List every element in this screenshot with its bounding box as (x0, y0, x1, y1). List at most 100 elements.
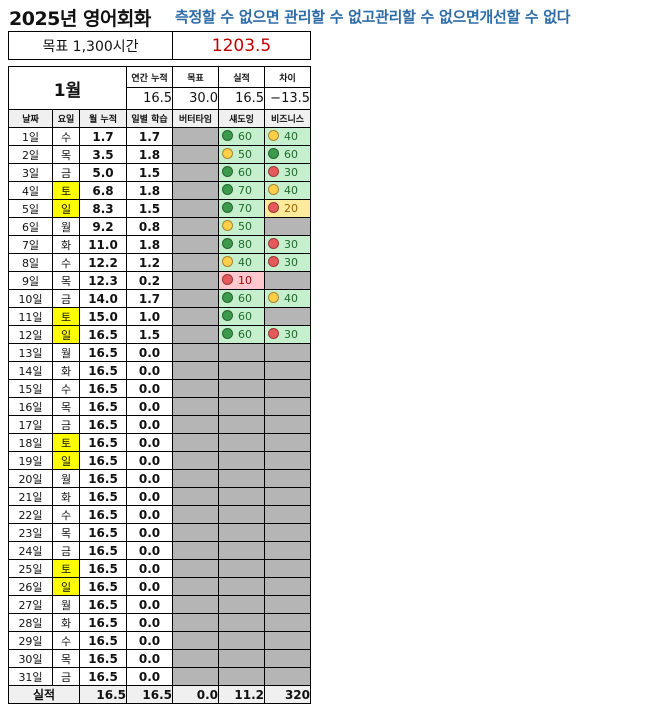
daily-cell[interactable]: 1.2 (126, 253, 174, 272)
day-cell[interactable]: 화 (52, 613, 80, 632)
butter-cell[interactable] (172, 199, 220, 218)
butter-cell[interactable] (172, 613, 220, 632)
shadowing-cell[interactable] (218, 631, 266, 650)
shadowing-cell[interactable]: 70 (218, 199, 266, 218)
daily-cell[interactable]: 0.0 (126, 613, 174, 632)
shadowing-cell[interactable] (218, 451, 266, 470)
business-cell[interactable] (264, 451, 312, 470)
business-cell[interactable] (264, 595, 312, 614)
business-cell[interactable] (264, 343, 312, 362)
date-cell[interactable]: 21일 (8, 487, 53, 506)
shadowing-cell[interactable] (218, 487, 266, 506)
monthly-cum-cell[interactable]: 6.8 (78, 181, 128, 200)
date-cell[interactable]: 5일 (8, 199, 53, 218)
shadowing-cell[interactable] (218, 523, 266, 542)
butter-cell[interactable] (172, 289, 220, 308)
date-cell[interactable]: 26일 (8, 577, 53, 596)
daily-cell[interactable]: 0.8 (126, 217, 174, 236)
monthly-cum-cell[interactable]: 14.0 (78, 289, 128, 308)
business-cell[interactable]: 30 (264, 253, 312, 272)
date-cell[interactable]: 20일 (8, 469, 53, 488)
monthly-cum-cell[interactable]: 16.5 (78, 433, 128, 452)
butter-cell[interactable] (172, 307, 220, 326)
day-cell[interactable]: 목 (52, 271, 80, 290)
date-cell[interactable]: 15일 (8, 379, 53, 398)
daily-cell[interactable]: 1.5 (126, 163, 174, 182)
business-cell[interactable] (264, 361, 312, 380)
shadowing-cell[interactable] (218, 667, 266, 686)
business-cell[interactable]: 40 (264, 289, 312, 308)
day-cell[interactable]: 수 (52, 127, 80, 146)
butter-cell[interactable] (172, 253, 220, 272)
daily-cell[interactable]: 1.8 (126, 181, 174, 200)
butter-cell[interactable] (172, 325, 220, 344)
date-cell[interactable]: 29일 (8, 631, 53, 650)
monthly-cum-cell[interactable]: 9.2 (78, 217, 128, 236)
shadowing-cell[interactable] (218, 361, 266, 380)
day-cell[interactable]: 화 (52, 235, 80, 254)
daily-cell[interactable]: 0.0 (126, 361, 174, 380)
butter-cell[interactable] (172, 469, 220, 488)
business-cell[interactable] (264, 415, 312, 434)
daily-cell[interactable]: 0.0 (126, 595, 174, 614)
actual-value[interactable]: 16.5 (218, 87, 266, 110)
business-cell[interactable] (264, 487, 312, 506)
daily-cell[interactable]: 1.5 (126, 325, 174, 344)
day-cell[interactable]: 목 (52, 523, 80, 542)
business-cell[interactable]: 30 (264, 325, 312, 344)
monthly-cum-cell[interactable]: 5.0 (78, 163, 128, 182)
butter-cell[interactable] (172, 559, 220, 578)
monthly-cum-cell[interactable]: 16.5 (78, 505, 128, 524)
footer-butter[interactable]: 0.0 (172, 685, 220, 704)
daily-cell[interactable]: 0.0 (126, 379, 174, 398)
daily-cell[interactable]: 0.0 (126, 577, 174, 596)
day-cell[interactable]: 목 (52, 649, 80, 668)
butter-cell[interactable] (172, 379, 220, 398)
daily-cell[interactable]: 0.0 (126, 469, 174, 488)
date-cell[interactable]: 1일 (8, 127, 53, 146)
daily-cell[interactable]: 0.0 (126, 433, 174, 452)
business-cell[interactable] (264, 397, 312, 416)
day-cell[interactable]: 토 (52, 181, 80, 200)
goal-label[interactable]: 목표 1,300시간 (8, 31, 173, 60)
date-cell[interactable]: 10일 (8, 289, 53, 308)
business-cell[interactable] (264, 271, 312, 290)
day-cell[interactable]: 일 (52, 451, 80, 470)
business-cell[interactable]: 40 (264, 181, 312, 200)
date-cell[interactable]: 22일 (8, 505, 53, 524)
date-cell[interactable]: 3일 (8, 163, 53, 182)
butter-cell[interactable] (172, 505, 220, 524)
business-cell[interactable] (264, 307, 312, 326)
butter-cell[interactable] (172, 451, 220, 470)
monthly-cum-cell[interactable]: 16.5 (78, 487, 128, 506)
shadowing-cell[interactable] (218, 649, 266, 668)
date-cell[interactable]: 12일 (8, 325, 53, 344)
shadowing-cell[interactable]: 70 (218, 181, 266, 200)
monthly-cum-cell[interactable]: 12.3 (78, 271, 128, 290)
difference-value[interactable]: −13.5 (264, 87, 312, 110)
business-cell[interactable] (264, 613, 312, 632)
date-cell[interactable]: 6일 (8, 217, 53, 236)
butter-cell[interactable] (172, 415, 220, 434)
day-cell[interactable]: 수 (52, 631, 80, 650)
monthly-cum-cell[interactable]: 16.5 (78, 451, 128, 470)
shadowing-cell[interactable] (218, 541, 266, 560)
monthly-cum-cell[interactable]: 16.5 (78, 559, 128, 578)
butter-cell[interactable] (172, 487, 220, 506)
monthly-cum-cell[interactable]: 12.2 (78, 253, 128, 272)
butter-cell[interactable] (172, 541, 220, 560)
date-cell[interactable]: 8일 (8, 253, 53, 272)
daily-cell[interactable]: 1.0 (126, 307, 174, 326)
butter-cell[interactable] (172, 667, 220, 686)
daily-cell[interactable]: 0.0 (126, 343, 174, 362)
daily-cell[interactable]: 0.0 (126, 541, 174, 560)
date-cell[interactable]: 14일 (8, 361, 53, 380)
month-label[interactable]: 1월 (7, 66, 128, 110)
shadowing-cell[interactable]: 50 (218, 217, 266, 236)
annual-cumulative[interactable]: 16.5 (126, 87, 174, 110)
daily-cell[interactable]: 0.0 (126, 523, 174, 542)
butter-cell[interactable] (172, 397, 220, 416)
day-cell[interactable]: 화 (52, 487, 80, 506)
business-cell[interactable]: 40 (264, 127, 312, 146)
monthly-cum-cell[interactable]: 16.5 (78, 649, 128, 668)
